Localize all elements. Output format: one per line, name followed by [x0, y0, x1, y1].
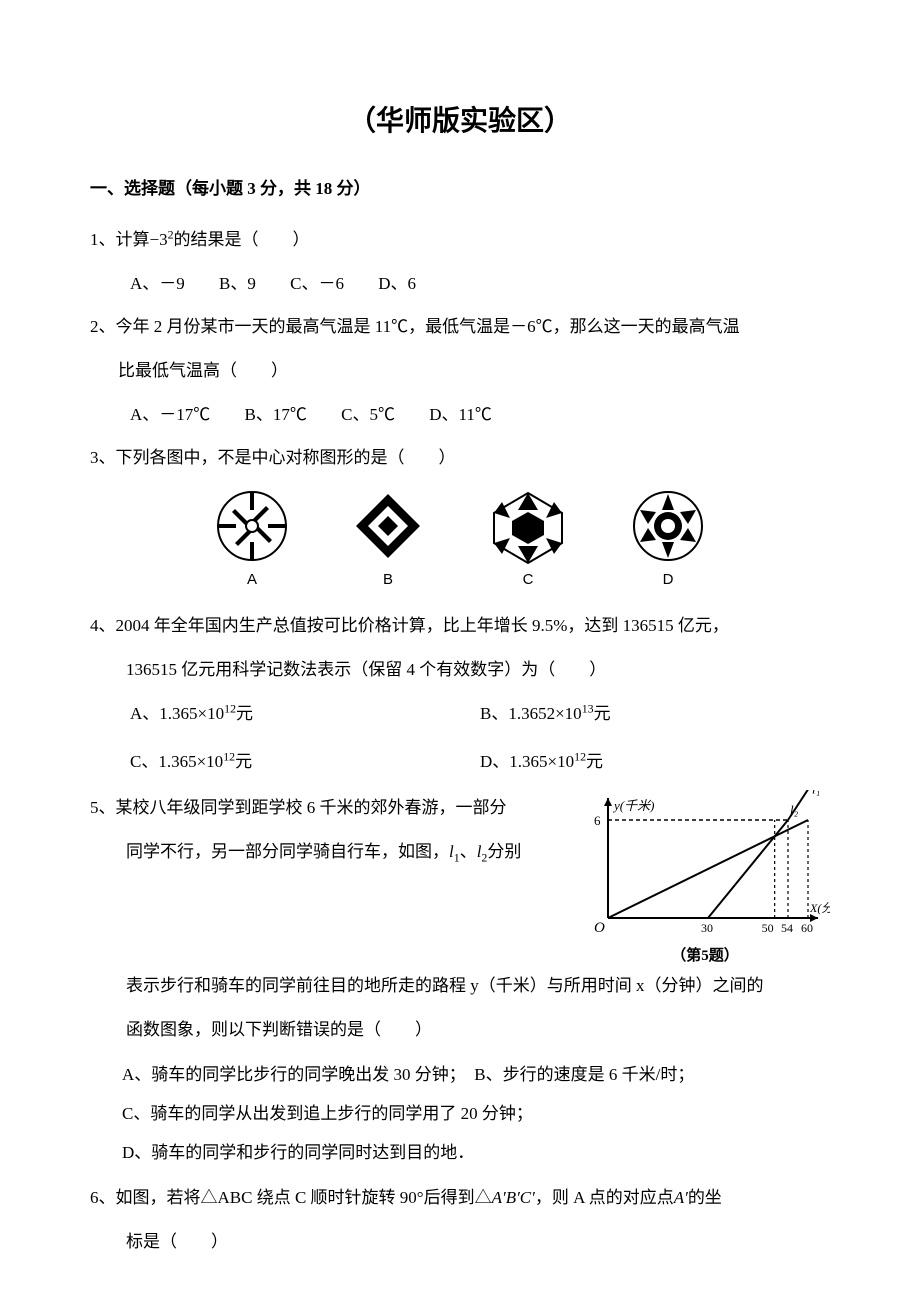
- q2-opt-a: A、－17℃: [130, 405, 210, 424]
- q4a-suf: 元: [236, 704, 253, 723]
- q5-opt-d: D、骑车的同学和步行的同学同时达到目的地．: [122, 1134, 830, 1171]
- q5-block: 5、某校八年级同学到距学校 6 千米的郊外春游，一部分 同学不行，另一部分同学骑…: [90, 790, 830, 968]
- q3-label-b: B: [350, 568, 426, 592]
- q1-stem: 1、计算−32的结果是（ ）: [90, 222, 830, 258]
- q1-options: A、－9 B、9 C、－6 D、6: [90, 266, 830, 302]
- q5-opt-ab: A、骑车的同学比步行的同学晚出发 30 分钟； B、步行的速度是 6 千米/时；: [122, 1056, 830, 1093]
- q1-opt-c: C、－6: [290, 274, 344, 293]
- svg-text:50: 50: [762, 921, 774, 935]
- q4-opt-a: A、1.365×1012元: [130, 695, 480, 732]
- q4d-pre: D、: [480, 752, 509, 771]
- q5-chart-caption: （第5题）: [580, 944, 830, 968]
- q4a-coef: 1.365×10: [159, 704, 224, 723]
- q1-pre: 1、计算: [90, 230, 150, 249]
- q4a-exp: 12: [224, 702, 236, 716]
- q3-shapes-row: A B C: [90, 488, 830, 592]
- q4d-suf: 元: [586, 752, 603, 771]
- svg-text:X(分钟): X(分钟): [809, 901, 830, 915]
- q2-opt-d: D、11℃: [429, 405, 492, 424]
- q3-shape-a: A: [214, 488, 290, 592]
- q5-line2: 同学不行，另一部分同学骑自行车，如图，l1、l2分别: [90, 834, 562, 870]
- q5-options: A、骑车的同学比步行的同学晚出发 30 分钟； B、步行的速度是 6 千米/时；…: [90, 1056, 830, 1172]
- q1-post: 的结果是（ ）: [174, 230, 310, 249]
- page-title: （华师版实验区）: [90, 100, 830, 145]
- q2-options: A、－17℃ B、17℃ C、5℃ D、11℃: [90, 397, 830, 433]
- svg-text:60: 60: [801, 921, 813, 935]
- q5-opt-c: C、骑车的同学从出发到追上步行的同学用了 20 分钟；: [122, 1095, 830, 1132]
- q3-label-a: A: [214, 568, 290, 592]
- q4c-suf: 元: [235, 752, 252, 771]
- q5-line4: 函数图象，则以下判断错误的是（ ）: [90, 1012, 830, 1048]
- q2-line1: 2、今年 2 月份某市一天的最高气温是 11℃，最低气温是－6℃，那么这一天的最…: [90, 309, 830, 345]
- q3-shape-c: C: [486, 488, 570, 592]
- section-header: 一、选择题（每小题 3 分，共 18 分）: [90, 175, 830, 202]
- svg-text:54: 54: [781, 921, 793, 935]
- svg-text:l₂: l₂: [790, 802, 799, 817]
- q2-line2: 比最低气温高（ ）: [90, 353, 830, 389]
- q4b-pre: B、: [480, 704, 508, 723]
- q6-line1: 6、如图，若将△ABC 绕点 C 顺时针旋转 90°后得到△A′B′C′，则 A…: [90, 1180, 830, 1216]
- q5-line3: 表示步行和骑车的同学前往目的地所走的路程 y（千米）与所用时间 x（分钟）之间的: [90, 968, 830, 1004]
- q1-expr-base: −3: [150, 230, 168, 249]
- q4b-suf: 元: [594, 704, 611, 723]
- q3-shape-b: B: [350, 488, 426, 592]
- svg-text:6: 6: [594, 813, 601, 828]
- q5-l2-post: 分别: [487, 842, 521, 861]
- q5-chart: y(千米) X(分钟) O 6 30 50 54 60 l₁ l₂ （第5题）: [580, 790, 830, 968]
- q4b-coef: 1.3652×10: [508, 704, 581, 723]
- q4c-exp: 12: [223, 749, 235, 763]
- q1-opt-d: D、6: [378, 274, 416, 293]
- q4-line2: 136515 亿元用科学记数法表示（保留 4 个有效数字）为（ ）: [90, 652, 830, 688]
- q6-post: 的坐: [688, 1188, 722, 1207]
- q6-line2: 标是（ ）: [90, 1224, 830, 1260]
- q5-sep: 、: [460, 842, 477, 861]
- shape-c-icon: [486, 488, 570, 564]
- q4a-pre: A、: [130, 704, 159, 723]
- q4c-coef: 1.365×10: [158, 752, 223, 771]
- q2-opt-b: B、17℃: [245, 405, 307, 424]
- q4-opt-d: D、1.365×1012元: [480, 743, 830, 780]
- shape-a-icon: [214, 488, 290, 564]
- q1-opt-a: A、－9: [130, 274, 185, 293]
- q4b-exp: 13: [582, 702, 594, 716]
- q6-pre: 6、如图，若将△ABC 绕点 C 顺时针旋转 90°后得到△: [90, 1188, 492, 1207]
- q5-chart-svg: y(千米) X(分钟) O 6 30 50 54 60 l₁ l₂: [580, 790, 830, 940]
- q4-line1: 4、2004 年全年国内生产总值按可比价格计算，比上年增长 9.5%，达到 13…: [90, 608, 830, 644]
- q3-label-d: D: [630, 568, 706, 592]
- svg-text:O: O: [594, 920, 605, 936]
- q5-line1: 5、某校八年级同学到距学校 6 千米的郊外春游，一部分: [90, 790, 562, 826]
- q2-opt-c: C、5℃: [341, 405, 395, 424]
- q3-shape-d: D: [630, 488, 706, 592]
- svg-text:30: 30: [701, 921, 713, 935]
- q5-l2-pre: 同学不行，另一部分同学骑自行车，如图，: [126, 842, 449, 861]
- q3-stem: 3、下列各图中，不是中心对称图形的是（ ）: [90, 440, 830, 476]
- q4-opt-b: B、1.3652×1013元: [480, 695, 830, 732]
- q6-aprime2: A′: [674, 1188, 688, 1207]
- q1-opt-b: B、9: [219, 274, 256, 293]
- q4-opt-c: C、1.365×1012元: [130, 743, 480, 780]
- q4d-exp: 12: [574, 749, 586, 763]
- shape-b-icon: [350, 488, 426, 564]
- shape-d-icon: [630, 488, 706, 564]
- svg-text:l₁: l₁: [812, 790, 820, 797]
- q4-options: A、1.365×1012元 B、1.3652×1013元 C、1.365×101…: [90, 695, 830, 780]
- q3-label-c: C: [486, 568, 570, 592]
- q6-aprime: A′B′C′: [492, 1188, 535, 1207]
- q4c-pre: C、: [130, 752, 158, 771]
- q6-mid: ，则 A 点的对应点: [535, 1188, 674, 1207]
- q4d-coef: 1.365×10: [509, 752, 574, 771]
- svg-text:y(千米): y(千米): [612, 798, 654, 813]
